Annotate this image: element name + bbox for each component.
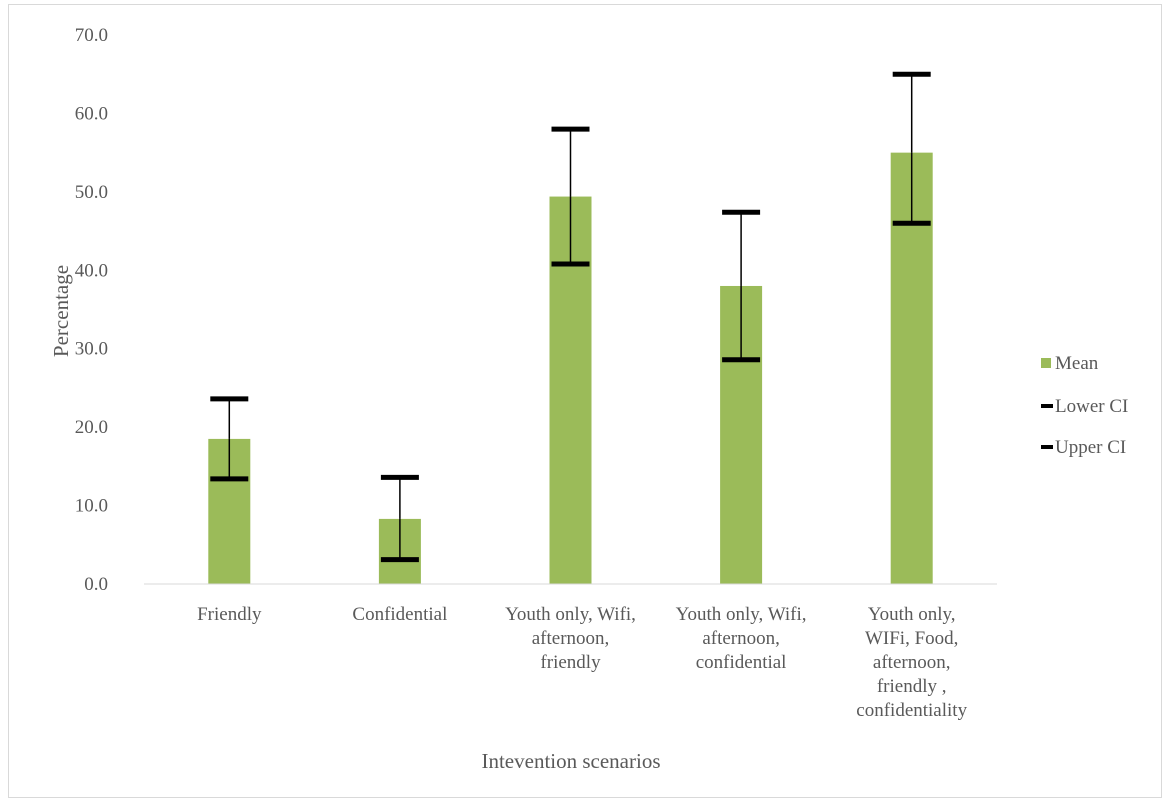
y-tick-label: 60.0 bbox=[75, 103, 108, 124]
x-tick-label: Youth only, Wifi, afternoon, confidential bbox=[676, 604, 807, 673]
y-axis-title: Percentage bbox=[49, 265, 73, 357]
y-tick-label: 0.0 bbox=[84, 574, 108, 595]
y-tick-label: 30.0 bbox=[75, 339, 108, 360]
error-bars bbox=[210, 71, 931, 563]
x-tick-label: Youth only, Wifi, afternoon, friendly bbox=[505, 604, 636, 673]
legend: Mean Lower CI Upper CI bbox=[1041, 353, 1128, 458]
y-tick-label: 40.0 bbox=[75, 260, 108, 281]
x-tick-label: Confidential bbox=[352, 604, 447, 625]
y-tick-label: 10.0 bbox=[75, 496, 108, 517]
x-tick-label: Friendly bbox=[197, 604, 262, 625]
x-tick-label: Youth only, WIFi, Food, afternoon, friendly… bbox=[856, 604, 967, 721]
legend-label: Mean bbox=[1055, 353, 1099, 374]
y-tick-label: 70.0 bbox=[75, 25, 108, 46]
legend-label: Lower CI bbox=[1055, 396, 1128, 417]
legend-label: Upper CI bbox=[1055, 437, 1126, 458]
x-axis-title: Intevention scenarios bbox=[481, 749, 660, 773]
y-axis-ticks: 0.0 10.0 20.0 30.0 40.0 50.0 60.0 70.0 bbox=[75, 25, 108, 595]
y-tick-label: 20.0 bbox=[75, 417, 108, 438]
x-axis-labels: Friendly Confidential Youth only, Wifi, aft… bbox=[197, 604, 967, 721]
y-tick-label: 50.0 bbox=[75, 182, 108, 203]
legend-swatch-mean bbox=[1041, 358, 1051, 368]
